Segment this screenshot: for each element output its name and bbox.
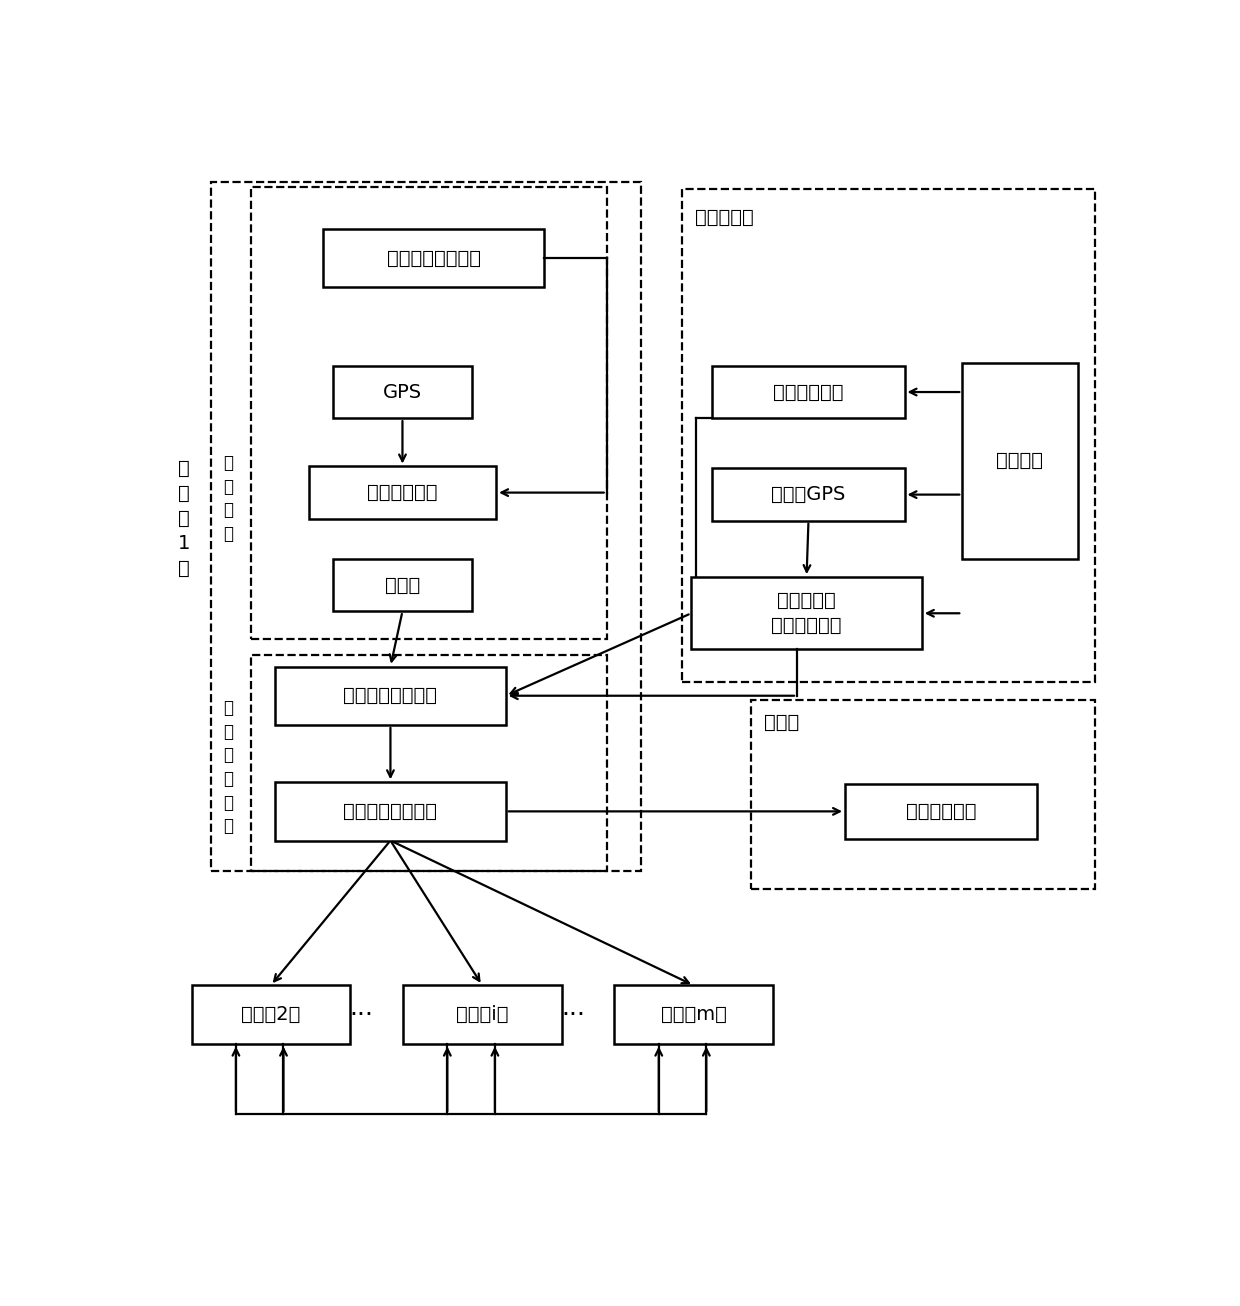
Bar bbox=[324, 229, 544, 287]
Bar bbox=[250, 187, 606, 640]
Bar bbox=[332, 559, 472, 611]
Text: 无人机2端: 无人机2端 bbox=[241, 1006, 300, 1024]
Text: 红外线避障传感器: 红外线避障传感器 bbox=[387, 248, 481, 268]
Bar bbox=[691, 577, 921, 649]
Bar bbox=[211, 182, 641, 871]
Text: GPS: GPS bbox=[383, 383, 422, 401]
Text: 无线数据接收模块: 无线数据接收模块 bbox=[343, 686, 438, 705]
Bar bbox=[403, 985, 562, 1043]
Bar bbox=[250, 654, 606, 871]
Text: 数据存储模块: 数据存储模块 bbox=[906, 802, 976, 821]
Bar bbox=[191, 985, 350, 1043]
Text: 无线数据发送模块: 无线数据发送模块 bbox=[343, 802, 438, 821]
Text: 无人机m端: 无人机m端 bbox=[661, 1006, 727, 1024]
Bar bbox=[712, 366, 905, 418]
Bar bbox=[712, 469, 905, 521]
Text: 无人机i端: 无人机i端 bbox=[456, 1006, 508, 1024]
Text: 路径规划模块: 路径规划模块 bbox=[367, 483, 438, 502]
Text: 数据采集模块: 数据采集模块 bbox=[774, 383, 843, 401]
Text: 被测设备端: 被测设备端 bbox=[696, 208, 754, 226]
Text: 摄像头: 摄像头 bbox=[384, 576, 420, 594]
Text: 地面端: 地面端 bbox=[764, 713, 800, 733]
Bar bbox=[614, 985, 773, 1043]
Text: 无
线
通
讯
模
块: 无 线 通 讯 模 块 bbox=[223, 699, 233, 835]
Bar bbox=[962, 363, 1078, 559]
Bar bbox=[844, 784, 1037, 838]
Text: 控
制
模
块: 控 制 模 块 bbox=[223, 454, 233, 543]
Text: 设备端无线
数据发送模块: 设备端无线 数据发送模块 bbox=[771, 592, 842, 635]
Bar bbox=[682, 189, 1095, 682]
Bar bbox=[309, 466, 496, 518]
Text: 设备端GPS: 设备端GPS bbox=[771, 485, 846, 504]
Text: ···: ··· bbox=[560, 1003, 585, 1027]
Text: 无
人
机
1
端: 无 人 机 1 端 bbox=[177, 460, 190, 579]
Text: ···: ··· bbox=[350, 1003, 373, 1027]
Bar bbox=[275, 782, 506, 841]
Bar bbox=[751, 700, 1095, 889]
Text: 驱动模块: 驱动模块 bbox=[997, 452, 1043, 470]
Bar bbox=[275, 666, 506, 725]
Bar bbox=[332, 366, 472, 418]
